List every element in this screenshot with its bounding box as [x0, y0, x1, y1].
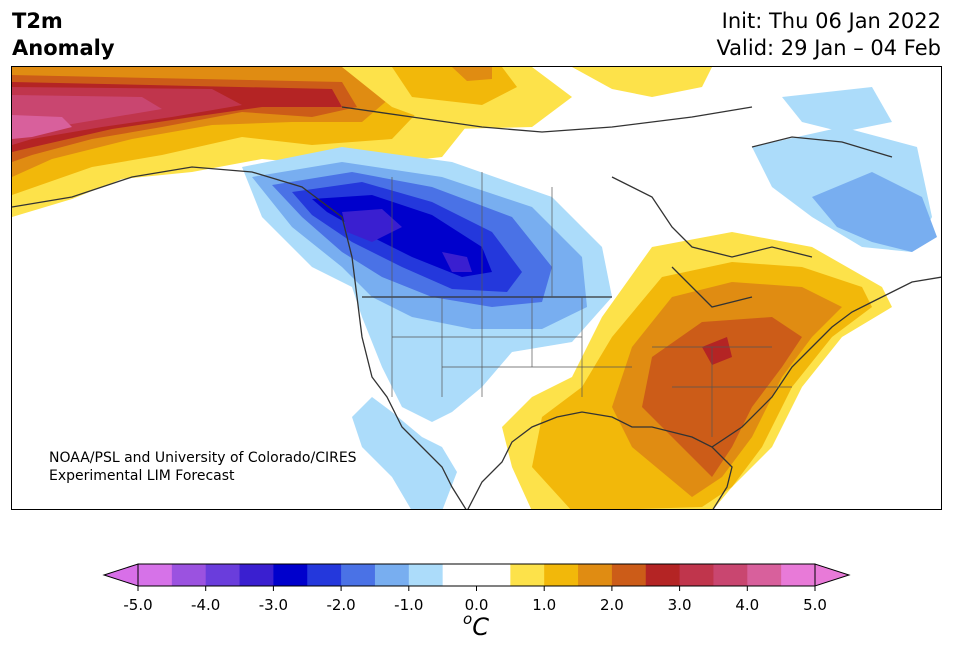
colorbar-cell — [374, 564, 410, 586]
colorbar-cell — [713, 564, 748, 586]
southeast-warm-anomaly — [502, 232, 892, 509]
colorbar-cells — [102, 563, 851, 587]
colorbar-cell — [138, 564, 173, 586]
credit-line-2: Experimental LIM Forecast — [49, 468, 235, 484]
forecast-dates: Init: Thu 06 Jan 2022 Valid: 29 Jan – 04… — [716, 8, 941, 62]
map-title: T2m Anomaly — [12, 8, 115, 62]
colorbar-tick-label: 5.0 — [803, 596, 827, 614]
colorbar-cell — [578, 564, 613, 586]
colorbar-tick-label: -3.0 — [259, 596, 288, 614]
colorbar-cell — [307, 564, 342, 586]
colorbar-cell — [273, 564, 308, 586]
colorbar-tick-label: 4.0 — [735, 596, 759, 614]
credit-text: NOAA/PSL and University of Colorado/CIRE… — [49, 449, 357, 485]
title-line-1: T2m — [12, 9, 63, 33]
degree-mark: o — [463, 610, 473, 628]
colorbar-tick-label: -1.0 — [394, 596, 423, 614]
colorbar-tick-label: 1.0 — [532, 596, 556, 614]
map-outlines — [12, 106, 941, 509]
colorbar-over-arrow — [814, 563, 851, 587]
map-canvas — [12, 67, 941, 509]
east-canada-cold-anomaly — [752, 87, 937, 252]
colorbar-tick-label: 2.0 — [600, 596, 624, 614]
colorbar-cell — [408, 564, 444, 586]
colorbar-tick-label: 3.0 — [668, 596, 692, 614]
valid-period: Valid: 29 Jan – 04 Feb — [716, 36, 941, 60]
colorbar-cell — [205, 564, 241, 586]
init-date: Init: Thu 06 Jan 2022 — [721, 9, 941, 33]
colorbar-cell — [747, 564, 782, 586]
colorbar-tick-label: 0.0 — [465, 596, 489, 614]
colorbar-cell — [781, 564, 816, 586]
colorbar-ticks: -5.0 -4.0 -3.0 -2.0 -1.0 0.0 1.0 2.0 3.0 4.0 5.0 — [123, 586, 827, 614]
colorbar-cell — [544, 564, 579, 586]
colorbar-tick-label: -5.0 — [123, 596, 152, 614]
colorbar-cell — [611, 564, 647, 586]
anomaly-map — [11, 66, 942, 510]
colorbar-cell — [341, 564, 376, 586]
alaska-warm-anomaly — [12, 67, 712, 217]
colorbar-unit: oC — [463, 610, 489, 641]
unit-letter: C — [472, 613, 489, 641]
state-borders — [391, 172, 792, 437]
colorbar-cell — [239, 564, 274, 586]
colorbar-cell — [679, 564, 714, 586]
credit-line-1: NOAA/PSL and University of Colorado/CIRE… — [49, 450, 357, 466]
colorbar-tick-label: -2.0 — [326, 596, 355, 614]
colorbar-cell — [442, 564, 477, 586]
colorbar-cell — [645, 564, 681, 586]
colorbar-tick-label: -4.0 — [191, 596, 220, 614]
colorbar-under-arrow — [102, 563, 139, 587]
colorbar-cell — [476, 564, 511, 586]
title-line-2: Anomaly — [12, 36, 115, 60]
colorbar-cell — [171, 564, 207, 586]
colorbar-cell — [510, 564, 545, 586]
west-cold-anomaly — [242, 147, 612, 509]
